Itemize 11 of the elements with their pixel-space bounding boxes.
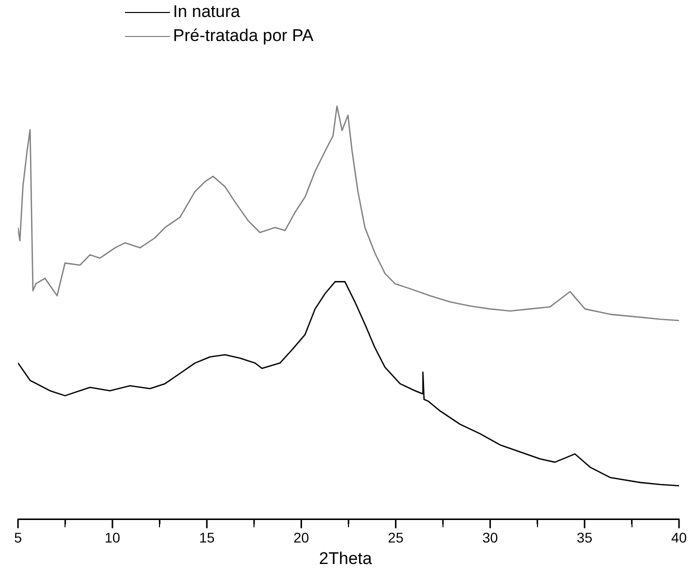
legend-label: Pré-tratada por PA [173,26,314,46]
x-tick-label: 20 [293,529,310,546]
x-tick-label: 15 [199,529,215,546]
x-axis-title: 2Theta [318,549,373,569]
legend-label: In natura [173,2,240,22]
x-tick-label: 25 [388,529,404,546]
x-tick-label: 5 [14,529,22,546]
x-tick-label: 10 [104,529,120,546]
x-tick-label: 40 [671,529,687,546]
x-tick-label: 35 [576,529,593,546]
x-tick-label: 30 [482,529,498,546]
